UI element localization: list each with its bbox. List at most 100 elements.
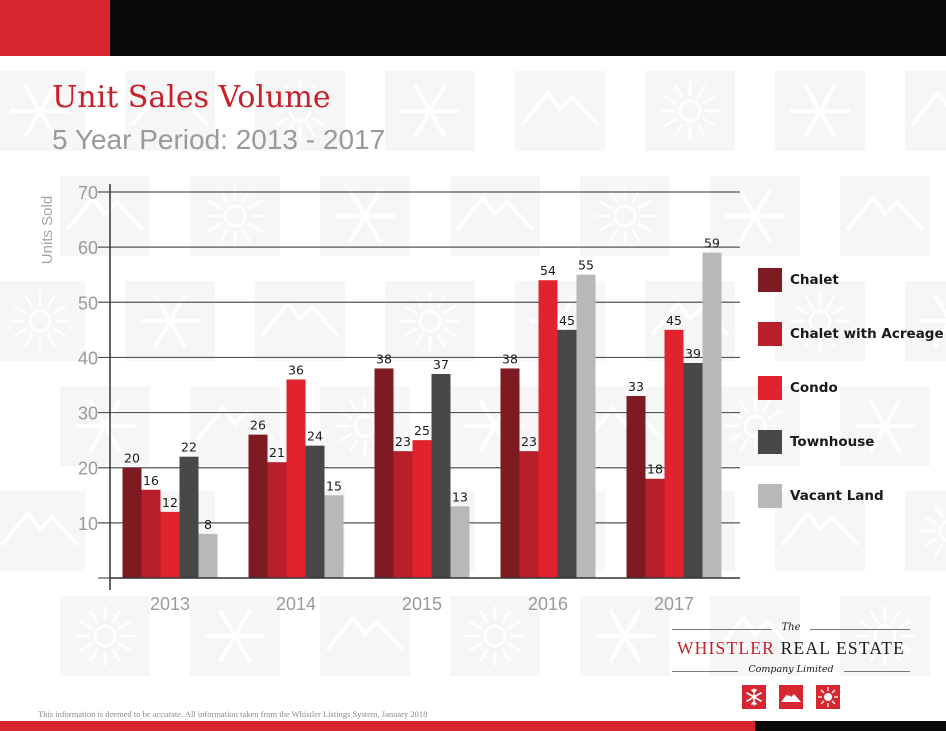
bar-data-label: 33 (628, 379, 644, 394)
y-tick-label: 70 (78, 183, 98, 203)
background-tile (60, 386, 150, 466)
bar-data-label: 37 (433, 357, 449, 372)
logo-the: The (781, 622, 801, 633)
bar-data-label: 45 (666, 313, 682, 328)
bar-data-label: 18 (647, 462, 663, 477)
background-tile (125, 71, 215, 151)
bar (626, 396, 646, 578)
bar-data-label: 55 (578, 258, 594, 273)
legend-swatch (758, 430, 782, 454)
y-tick-label: 50 (78, 293, 98, 313)
background-tile (580, 596, 670, 676)
background-tile (710, 176, 800, 256)
background-tile (385, 281, 475, 361)
bar (702, 252, 722, 578)
logo-name-whistler: WHISTLER (676, 638, 776, 658)
legend-swatch (758, 484, 782, 508)
bar (500, 368, 520, 578)
background-tile (0, 491, 85, 571)
legend-swatch (758, 376, 782, 400)
legend-label: Condo (790, 380, 838, 396)
background-tile (0, 71, 85, 151)
x-tick-label: 2015 (402, 594, 442, 614)
bar-data-label: 23 (521, 434, 537, 449)
bar (324, 495, 344, 578)
background-tile (0, 281, 85, 361)
y-tick-label: 60 (78, 238, 98, 258)
logo-icons (742, 685, 842, 709)
background-tile (840, 176, 930, 256)
bar-data-label: 13 (452, 489, 468, 504)
background-tile (775, 281, 865, 361)
bar-data-label: 39 (685, 346, 701, 361)
logo-company-limited: Company Limited (748, 664, 834, 675)
background-tile (385, 71, 475, 151)
header-black-band (110, 0, 946, 56)
bar-data-label: 21 (269, 445, 285, 460)
bar-data-label: 38 (376, 351, 392, 366)
background-tile (840, 386, 930, 466)
bar (198, 533, 218, 578)
background-tile (710, 596, 800, 676)
legend-swatch (758, 322, 782, 346)
background-tile (320, 176, 410, 256)
background-tile (320, 596, 410, 676)
bar (645, 478, 665, 578)
header-red-band (0, 0, 110, 56)
bar-data-label: 12 (162, 495, 178, 510)
bar (450, 506, 470, 578)
background-tile (190, 596, 280, 676)
bar-data-label: 25 (414, 423, 430, 438)
x-tick-label: 2016 (528, 594, 568, 614)
legend-item: Townhouse (758, 430, 943, 454)
legend-item: Chalet (758, 268, 943, 292)
bar-data-label: 24 (307, 429, 323, 444)
mountain-icon (779, 685, 803, 709)
x-tick-label: 2017 (654, 594, 694, 614)
bar (683, 362, 703, 578)
bar-data-label: 54 (540, 263, 556, 278)
bar-data-label: 8 (204, 517, 212, 532)
background-tile (775, 491, 865, 571)
background-tile (450, 596, 540, 676)
logo-rule-left (672, 629, 772, 630)
bar (179, 456, 199, 578)
footer-disclaimer: This information is deemed to be accurat… (38, 709, 428, 719)
bar (519, 451, 539, 578)
footer-black-band (755, 721, 946, 731)
bar (374, 368, 394, 578)
bar (538, 280, 558, 578)
bar (393, 451, 413, 578)
bar-data-label: 38 (502, 351, 518, 366)
company-logo: The WHISTLER REAL ESTATE Company Limited (672, 620, 910, 715)
y-tick-label: 40 (78, 348, 98, 368)
bar-data-label: 23 (395, 434, 411, 449)
bar (267, 462, 287, 578)
legend-item: Vacant Land (758, 484, 943, 508)
bar-data-label: 59 (704, 236, 720, 251)
bar (141, 489, 161, 578)
chart-subtitle: 5 Year Period: 2013 - 2017 (52, 124, 386, 155)
logo-company-name: WHISTLER REAL ESTATE (672, 638, 910, 659)
background-tile (645, 71, 735, 151)
bar (248, 434, 268, 578)
background-tile (60, 596, 150, 676)
bar-data-label: 20 (124, 451, 140, 466)
bar (286, 379, 306, 578)
footer-red-band (0, 721, 946, 731)
background-tile (710, 386, 800, 466)
bar (122, 467, 142, 578)
legend-label: Chalet (790, 272, 839, 288)
background-tile (515, 71, 605, 151)
sun-icon (816, 685, 840, 709)
bar-data-label: 16 (143, 473, 159, 488)
background-tile (190, 176, 280, 256)
bar-data-label: 15 (326, 478, 342, 493)
legend-label: Chalet with Acreage (790, 326, 944, 342)
bar-data-label: 45 (559, 313, 575, 328)
chart-title: Unit Sales Volume (52, 80, 331, 115)
bar (576, 274, 596, 578)
bar-data-label: 26 (250, 418, 266, 433)
logo-name-real-estate: REAL ESTATE (780, 638, 906, 658)
